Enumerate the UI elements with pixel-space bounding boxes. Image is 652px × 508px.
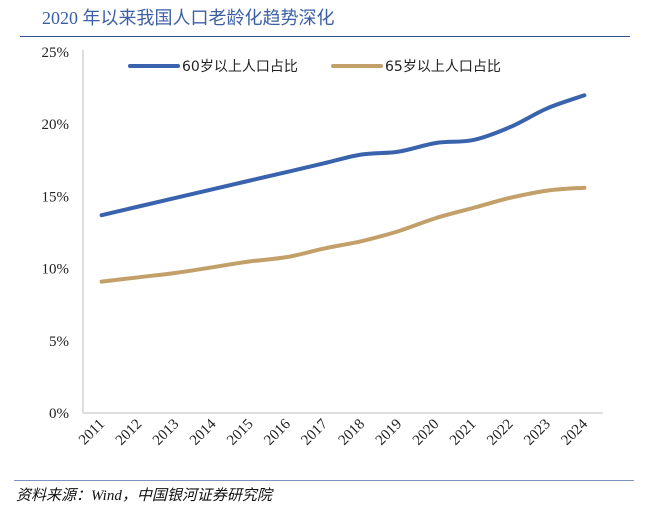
line-chart: 0%5%10%15%20%25% 2011 2012 2013 2014 2015 201… <box>42 45 603 449</box>
x-tick-label: 2020 <box>410 416 443 449</box>
x-tick-label: 2019 <box>373 416 406 449</box>
y-tick-label: 25% <box>42 45 70 61</box>
x-tick-label: 2018 <box>336 416 369 449</box>
x-tick-label: 2015 <box>224 416 257 449</box>
chart-title: 2020 年以来我国人口老龄化趋势深化 <box>42 8 335 28</box>
x-tick-label: 2013 <box>150 416 183 449</box>
x-tick-label: 2022 <box>484 416 517 449</box>
x-tick-label: 2012 <box>113 416 146 449</box>
y-tick-labels: 0% 5% 10% 15% 20% 25% <box>42 45 70 422</box>
series-line-2 <box>99 185 587 284</box>
x-tick-label: 2023 <box>521 416 554 449</box>
chart-axes <box>82 50 603 414</box>
legend-label-1: 60岁以上人口占比 <box>182 59 298 75</box>
legend-label-2: 65岁以上人口占比 <box>385 59 501 75</box>
x-tick-label: 2024 <box>558 416 591 449</box>
x-tick-label: 2014 <box>187 416 220 449</box>
x-tick-label: 2016 <box>261 416 294 449</box>
y-tick-label: 20% <box>42 117 70 133</box>
source-divider <box>14 480 634 481</box>
title-underline <box>20 36 630 37</box>
source-note: 资料来源：Wind，中国银河证券研究院 <box>16 488 272 504</box>
x-tick-label: 2017 <box>298 416 331 449</box>
y-tick-label: 10% <box>42 262 70 278</box>
x-tick-label: 2011 <box>76 416 108 448</box>
y-tick-label: 15% <box>42 189 70 205</box>
x-tick-labels: 2011 2012 2013 2014 2015 2016 2017 2018 2019 2020… <box>76 416 591 449</box>
series-line-1 <box>99 93 587 218</box>
x-tick-label: 2021 <box>447 416 480 449</box>
series-lines <box>99 93 587 284</box>
y-tick-label: 5% <box>49 334 69 350</box>
y-tick-label: 0% <box>49 406 69 422</box>
legend: 60岁以上人口占比 65岁以上人口占比 <box>128 59 501 75</box>
